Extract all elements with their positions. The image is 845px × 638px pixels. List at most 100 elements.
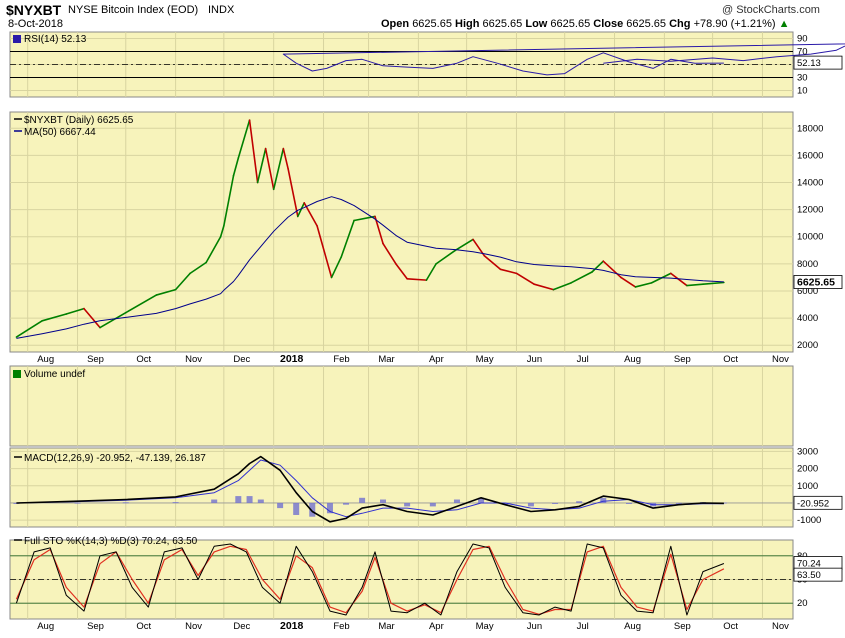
sto-d-current-tag-value: 63.50 bbox=[797, 570, 821, 581]
sto-x-tick-label: May bbox=[476, 621, 494, 632]
price-segment bbox=[591, 260, 605, 273]
high-label: High bbox=[455, 18, 480, 30]
macd-histogram-bar bbox=[246, 496, 253, 503]
sto-x-tick-label: 2018 bbox=[280, 620, 304, 632]
price-segment bbox=[533, 283, 555, 291]
sto-x-tick-label: Aug bbox=[624, 621, 641, 632]
macd-histogram-bar bbox=[277, 502, 284, 509]
chart-date: 8-Oct-2018 bbox=[8, 18, 64, 30]
price-x-tick-label: Mar bbox=[378, 354, 394, 365]
price-segment bbox=[248, 119, 259, 184]
sto-x-tick-label: Jul bbox=[577, 621, 589, 632]
price-x-tick-label: 2018 bbox=[280, 353, 304, 365]
price-segment bbox=[483, 254, 502, 271]
price-segment bbox=[256, 147, 267, 184]
sto-x-tick-label: Aug bbox=[37, 621, 54, 632]
price-current-tag bbox=[793, 275, 843, 289]
sto-x-tick-label: Sep bbox=[674, 621, 691, 632]
low-value: 6625.65 bbox=[550, 18, 591, 30]
rsi-line bbox=[282, 43, 845, 76]
macd-tick-label: 3000 bbox=[797, 446, 818, 457]
price-x-tick-label: Feb bbox=[333, 354, 349, 365]
rsi-tick-label: 70 bbox=[797, 47, 808, 58]
price-segment bbox=[99, 311, 127, 329]
price-segment bbox=[83, 307, 101, 329]
sto-x-tick-label: Sep bbox=[87, 621, 104, 632]
volume-swatch bbox=[13, 370, 21, 378]
index-name: NYSE Bitcoin Index (EOD) bbox=[68, 4, 199, 16]
ma50-label: MA(50) 6667.44 bbox=[24, 127, 96, 138]
price-tick-label: 10000 bbox=[797, 232, 823, 243]
price-segment bbox=[15, 320, 43, 338]
price-segment bbox=[296, 202, 306, 218]
price-segment bbox=[189, 261, 207, 275]
macd-current-tag bbox=[793, 495, 843, 510]
up-arrow-icon: ▲ bbox=[778, 18, 790, 30]
rsi-tick-label: 90 bbox=[797, 34, 808, 45]
price-segment bbox=[282, 147, 289, 170]
price-segment bbox=[552, 282, 572, 291]
price-x-tick-label: Oct bbox=[136, 354, 151, 365]
chg-label: Chg bbox=[669, 18, 691, 30]
sto-x-tick-label: Oct bbox=[136, 621, 151, 632]
close-label: Close bbox=[593, 18, 624, 30]
price-x-tick-label: Sep bbox=[87, 354, 104, 365]
brand-watermark[interactable]: @ StockCharts.com bbox=[722, 4, 820, 16]
sto-k-current-tag-value: 70.24 bbox=[797, 559, 821, 570]
price-segment bbox=[374, 215, 384, 245]
macd-histogram-bar bbox=[453, 499, 460, 503]
macd-histogram-bar bbox=[626, 502, 633, 504]
macd-histogram-bar bbox=[343, 502, 350, 505]
macd-histogram-bar bbox=[380, 499, 387, 503]
macd-histogram-bar bbox=[527, 502, 534, 507]
ma50-line bbox=[16, 196, 724, 339]
macd-histogram-bar bbox=[172, 502, 179, 504]
symbol: $NYXBT bbox=[6, 2, 62, 18]
macd-histogram-bar bbox=[122, 502, 129, 504]
macd-histogram-bar bbox=[552, 502, 559, 504]
sto-tick-label: 20 bbox=[797, 598, 808, 609]
price-segment bbox=[340, 219, 355, 258]
macd-histogram-bar bbox=[326, 502, 333, 514]
macd-histogram-bar bbox=[257, 499, 264, 503]
macd-histogram-bar bbox=[502, 502, 509, 505]
price-segment bbox=[155, 288, 177, 296]
price-segment bbox=[670, 272, 688, 287]
sto-x-tick-label: Mar bbox=[378, 621, 394, 632]
price-current-tag-value: 6625.65 bbox=[797, 276, 835, 288]
price-segment bbox=[454, 238, 474, 252]
price-tick-label: 8000 bbox=[797, 259, 818, 270]
price-segment bbox=[382, 242, 397, 265]
macd-line bbox=[16, 455, 724, 523]
rsi-current-tag bbox=[793, 55, 843, 70]
price-x-tick-label: Jul bbox=[577, 354, 589, 365]
macd-tick-label: 2000 bbox=[797, 464, 818, 475]
price-tick-label: 18000 bbox=[797, 123, 823, 134]
price-segment bbox=[499, 268, 518, 275]
sto-k-line bbox=[15, 543, 725, 616]
macd-label: MACD(12,26,9) -20.952, -47.139, 26.187 bbox=[24, 453, 206, 464]
price-tick-label: 2000 bbox=[797, 340, 818, 351]
volume-label: Volume undef bbox=[24, 369, 85, 380]
rsi-tick-label: 10 bbox=[797, 86, 808, 97]
price-segment bbox=[620, 276, 637, 288]
exchange: INDX bbox=[208, 4, 235, 16]
price-segment bbox=[41, 313, 68, 322]
rsi-current-tag-value: 52.13 bbox=[797, 58, 821, 69]
sto-x-tick-label: Oct bbox=[723, 621, 738, 632]
price-x-tick-label: Jun bbox=[527, 354, 542, 365]
price-segment bbox=[223, 174, 235, 227]
price-segment bbox=[634, 282, 653, 288]
price-segment bbox=[205, 235, 222, 264]
macd-histogram-bar bbox=[429, 502, 436, 507]
price-x-tick-label: Dec bbox=[233, 354, 250, 365]
price-tick-label: 16000 bbox=[797, 150, 823, 161]
open-value: 6625.65 bbox=[412, 18, 452, 30]
price-segment bbox=[316, 225, 333, 279]
price-panel bbox=[9, 111, 794, 353]
macd-histogram-bar bbox=[359, 497, 366, 503]
price-x-tick-label: Sep bbox=[674, 354, 691, 365]
price-segment bbox=[232, 157, 240, 177]
price-segment bbox=[602, 260, 622, 279]
